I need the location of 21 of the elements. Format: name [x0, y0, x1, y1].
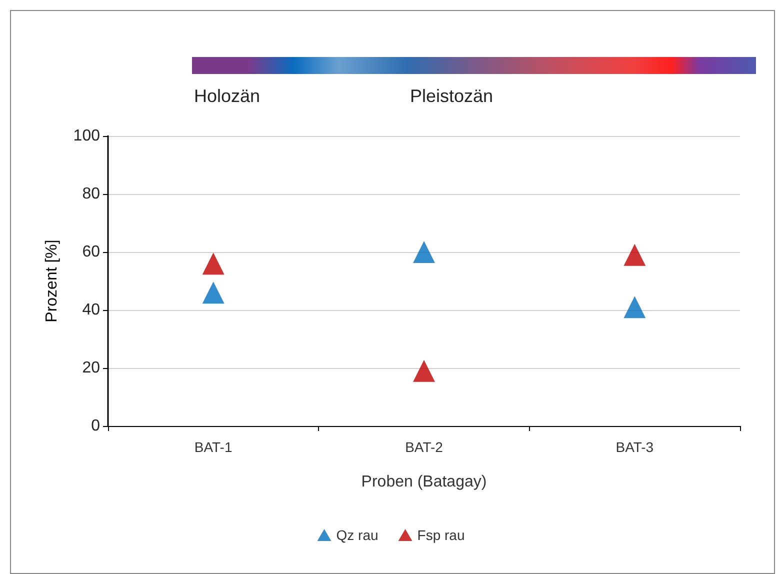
- x-tick-label: BAT-3: [616, 439, 654, 455]
- y-tick-label: 40: [82, 302, 100, 318]
- point: [624, 296, 646, 318]
- y-tick-label: 100: [73, 128, 100, 144]
- y-tick-label: 20: [82, 360, 100, 376]
- point: [413, 360, 435, 382]
- text: Pleistozän: [410, 86, 494, 107]
- legend-label: Qz rau: [336, 527, 378, 543]
- y-axis-title: Prozent [%]: [44, 240, 60, 322]
- point: [202, 252, 224, 275]
- point: [202, 282, 224, 304]
- y-tick-label: 60: [82, 244, 100, 260]
- text: Holozän: [194, 86, 260, 107]
- x-tick-label: BAT-2: [405, 439, 444, 455]
- point: [624, 244, 646, 266]
- y-tick-label: 0: [91, 418, 100, 434]
- x-tick-label: BAT-1: [194, 439, 232, 455]
- x-axis-title: Proben (Batagay): [361, 474, 487, 490]
- point: [413, 241, 435, 263]
- y-tick-label: 80: [82, 186, 100, 202]
- legend-label: Fsp rau: [417, 527, 465, 543]
